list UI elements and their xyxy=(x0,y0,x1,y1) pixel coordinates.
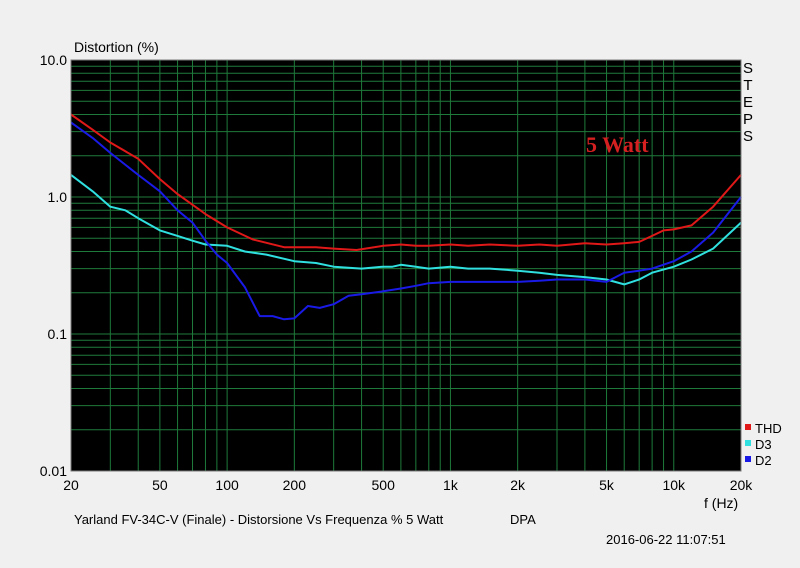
x-tick-label: 20 xyxy=(63,477,79,493)
footer-timestamp: 2016-06-22 11:07:51 xyxy=(606,532,726,547)
x-tick-label: 500 xyxy=(372,477,396,493)
steps-letter: E xyxy=(743,94,753,111)
series-line-d3 xyxy=(70,174,742,286)
plot-border xyxy=(70,59,742,472)
x-tick-label: 50 xyxy=(152,477,168,493)
legend-label: D3 xyxy=(755,437,772,452)
legend-label: THD xyxy=(755,421,782,436)
y-tick-label: 1.0 xyxy=(48,189,68,205)
x-tick-label: 200 xyxy=(283,477,307,493)
x-tick-label: 2k xyxy=(510,477,526,493)
series-line-thd xyxy=(70,113,742,251)
x-tick-label: 5k xyxy=(599,477,615,493)
x-tick-label: 20k xyxy=(730,477,754,493)
y-tick-label: 0.1 xyxy=(48,326,68,342)
x-axis-label: f (Hz) xyxy=(704,495,738,511)
grid xyxy=(70,60,742,472)
tick-labels: 20 50 100 200 500 1k 2k 5k 10k 20k 10.0 1.0 0.1 0.01 xyxy=(40,52,754,493)
legend-swatch xyxy=(745,424,751,430)
x-tick-label: 100 xyxy=(215,477,239,493)
steps-letter: S xyxy=(743,60,753,77)
steps-letter: S xyxy=(743,128,753,145)
series-lines xyxy=(70,113,742,321)
series-line-d2 xyxy=(70,121,742,321)
legend-swatch xyxy=(745,440,751,446)
y-tick-label: 0.01 xyxy=(40,463,67,479)
y-tick-label: 10.0 xyxy=(40,52,67,68)
x-tick-label: 1k xyxy=(443,477,459,493)
legend-swatch xyxy=(745,456,751,462)
power-annotation: 5 Watt xyxy=(586,132,649,157)
footer-tag: DPA xyxy=(510,512,536,527)
steps-letter: T xyxy=(743,77,752,94)
footer-caption: Yarland FV-34C-V (Finale) - Distorsione … xyxy=(74,512,444,527)
legend-label: D2 xyxy=(755,453,772,468)
y-axis-label: Distortion (%) xyxy=(74,39,159,55)
steps-letter: P xyxy=(743,111,753,128)
x-tick-label: 10k xyxy=(662,477,686,493)
